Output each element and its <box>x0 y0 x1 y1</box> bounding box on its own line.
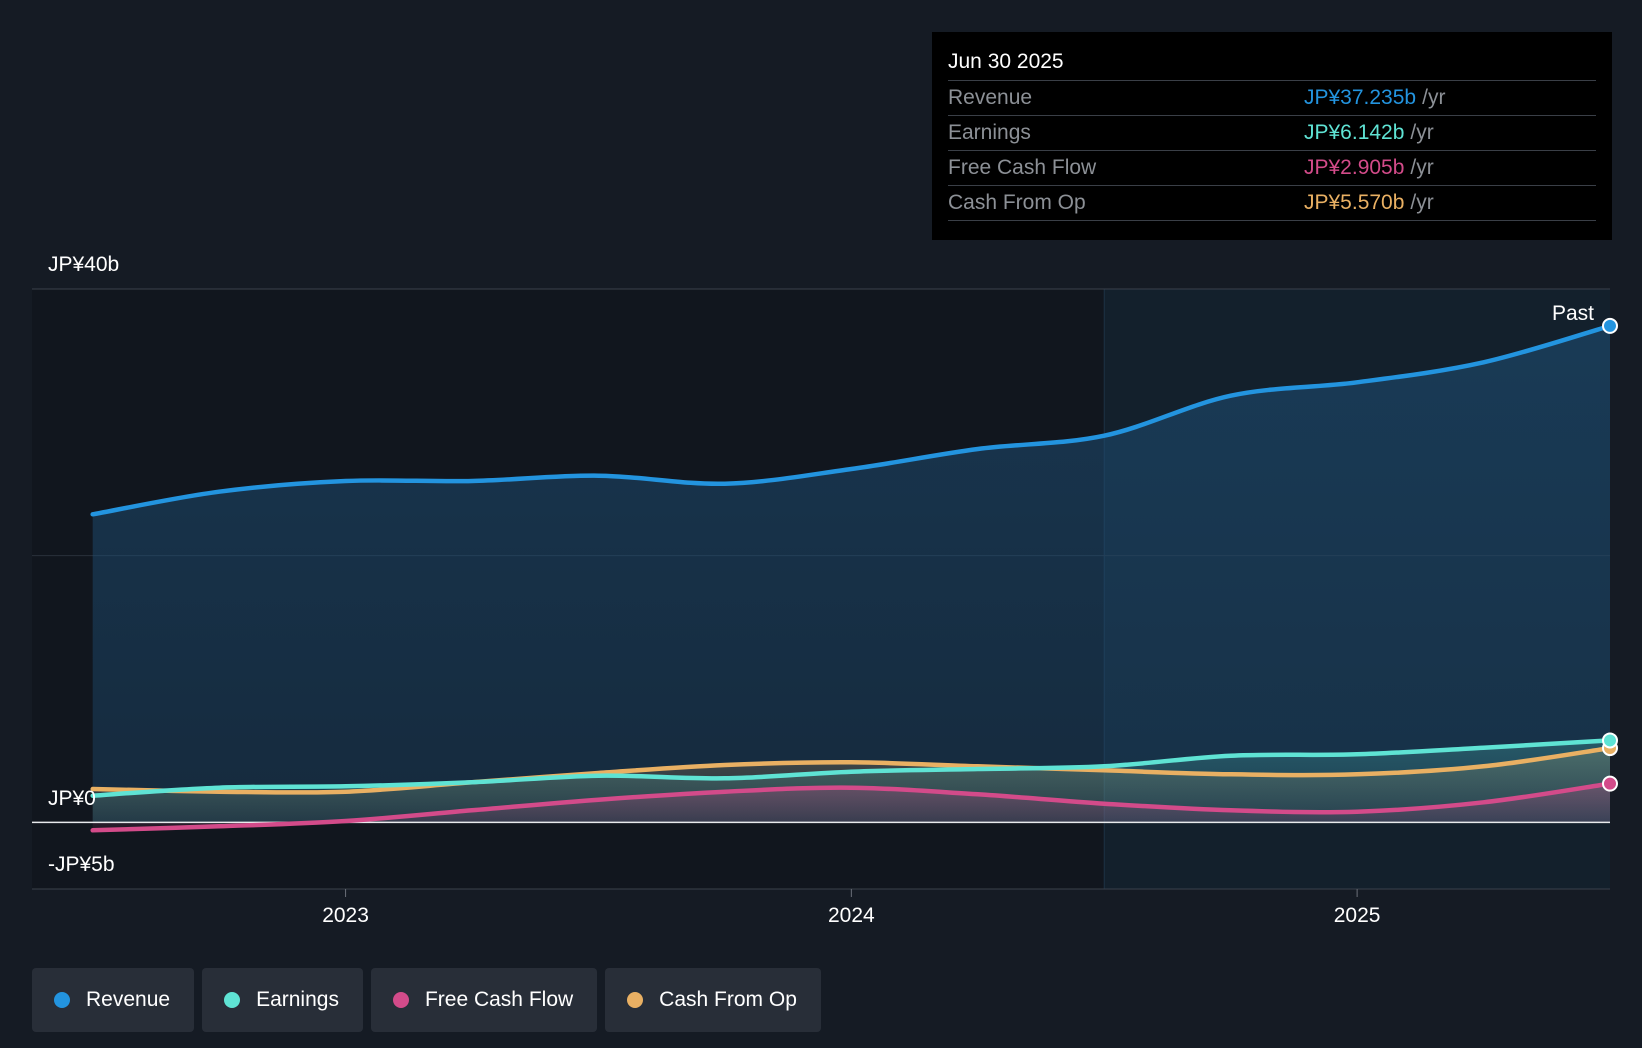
legend-label: Earnings <box>256 988 339 1011</box>
tooltip-row-cash-from-op: Cash From Op JP¥5.570b /yr <box>948 186 1596 221</box>
series-end-dots <box>1602 317 1618 792</box>
tooltip-label: Free Cash Flow <box>948 156 1097 179</box>
free-cash-flow-dot-icon <box>392 992 409 1008</box>
y-tick-label-zero: JP¥0 <box>48 787 96 810</box>
x-tick-label: 2024 <box>828 904 875 927</box>
x-axis-ticks: 2023 2024 2025 <box>322 889 1380 927</box>
legend-label: Free Cash Flow <box>424 988 574 1011</box>
cash-from-op-dot-icon <box>627 992 644 1008</box>
revenue-line <box>90 323 1613 517</box>
past-label: Past <box>1552 302 1594 325</box>
revenue-area <box>92 325 1611 823</box>
series-lines <box>90 323 1613 833</box>
tooltip-label: Revenue <box>948 86 1033 109</box>
legend: Revenue Earnings Free Cash Flow Cash Fro… <box>32 968 821 1032</box>
tooltip-value: JP¥2.905b <box>1304 156 1405 179</box>
revenue-end-dot <box>1602 317 1618 334</box>
earnings-line <box>90 738 1613 798</box>
legend-item-revenue[interactable]: Revenue <box>32 968 195 1032</box>
free-cash-flow-end-dot <box>1602 775 1618 792</box>
free-cash-flow-line <box>90 781 1613 833</box>
revenue-dot-icon <box>54 992 70 1008</box>
legend-label: Revenue <box>86 988 171 1011</box>
tooltip-unit: /yr <box>1422 86 1446 109</box>
tooltip-row-free-cash-flow: Free Cash Flow JP¥2.905b /yr <box>948 151 1596 186</box>
tooltip-unit: /yr <box>1410 121 1434 144</box>
tooltip-label: Cash From Op <box>948 191 1086 214</box>
free-cash-flow-area <box>92 783 1611 831</box>
tooltip-row-earnings: Earnings JP¥6.142b /yr <box>948 116 1596 151</box>
tooltip-unit: /yr <box>1410 156 1434 179</box>
earnings-end-dot <box>1602 732 1618 749</box>
y-tick-label-top: JP¥40b <box>48 253 119 276</box>
tooltip-date: Jun 30 2025 <box>948 46 1596 81</box>
tooltip: Jun 30 2025 Revenue JP¥37.235b /yr Earni… <box>932 32 1612 240</box>
series-areas <box>92 325 1611 831</box>
tooltip-label: Earnings <box>948 121 1031 144</box>
x-tick-label: 2025 <box>1334 904 1381 927</box>
legend-item-earnings[interactable]: Earnings <box>202 968 363 1032</box>
tooltip-unit: /yr <box>1410 191 1434 214</box>
legend-item-cash-from-op[interactable]: Cash From Op <box>605 968 821 1032</box>
earnings-area <box>92 740 1611 823</box>
legend-label: Cash From Op <box>659 988 797 1011</box>
earnings-dot-icon <box>224 992 241 1008</box>
tooltip-value: JP¥5.570b <box>1304 191 1405 214</box>
legend-item-free-cash-flow[interactable]: Free Cash Flow <box>370 968 598 1032</box>
cash-from-op-line <box>90 745 1613 795</box>
tooltip-value: JP¥6.142b <box>1304 121 1405 144</box>
tooltip-row-revenue: Revenue JP¥37.235b /yr <box>948 81 1596 116</box>
x-tick-label: 2023 <box>322 904 369 927</box>
tooltip-value: JP¥37.235b <box>1304 86 1417 109</box>
y-tick-label-bottom: -JP¥5b <box>48 853 115 876</box>
